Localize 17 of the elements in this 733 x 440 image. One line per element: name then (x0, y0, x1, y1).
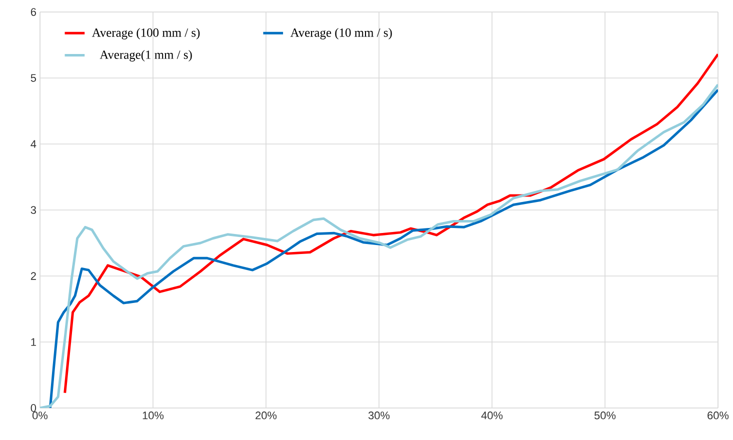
x-tick-label: 0% (32, 412, 48, 420)
y-tick-label: 4 (30, 140, 36, 148)
legend-label: Average (100 mm / s) (92, 28, 200, 40)
x-tick-label: 30% (368, 412, 390, 420)
y-tick-label: 3 (30, 206, 36, 214)
y-tick-label: 6 (30, 8, 36, 16)
x-tick-label: 20% (256, 412, 277, 420)
y-tick-label: 5 (30, 74, 36, 82)
x-tick-label: 10% (142, 412, 164, 420)
x-tick-label: 50% (594, 412, 616, 420)
y-tick-label: 0 (30, 404, 36, 412)
y-tick-label: 2 (30, 272, 36, 280)
x-tick-label: 60% (708, 412, 729, 420)
legend-label: Average (10 mm / s) (290, 28, 392, 40)
y-tick-label: 1 (31, 338, 36, 346)
legend-label: Average(1 mm / s) (100, 50, 192, 62)
x-tick-label: 40% (481, 412, 503, 420)
